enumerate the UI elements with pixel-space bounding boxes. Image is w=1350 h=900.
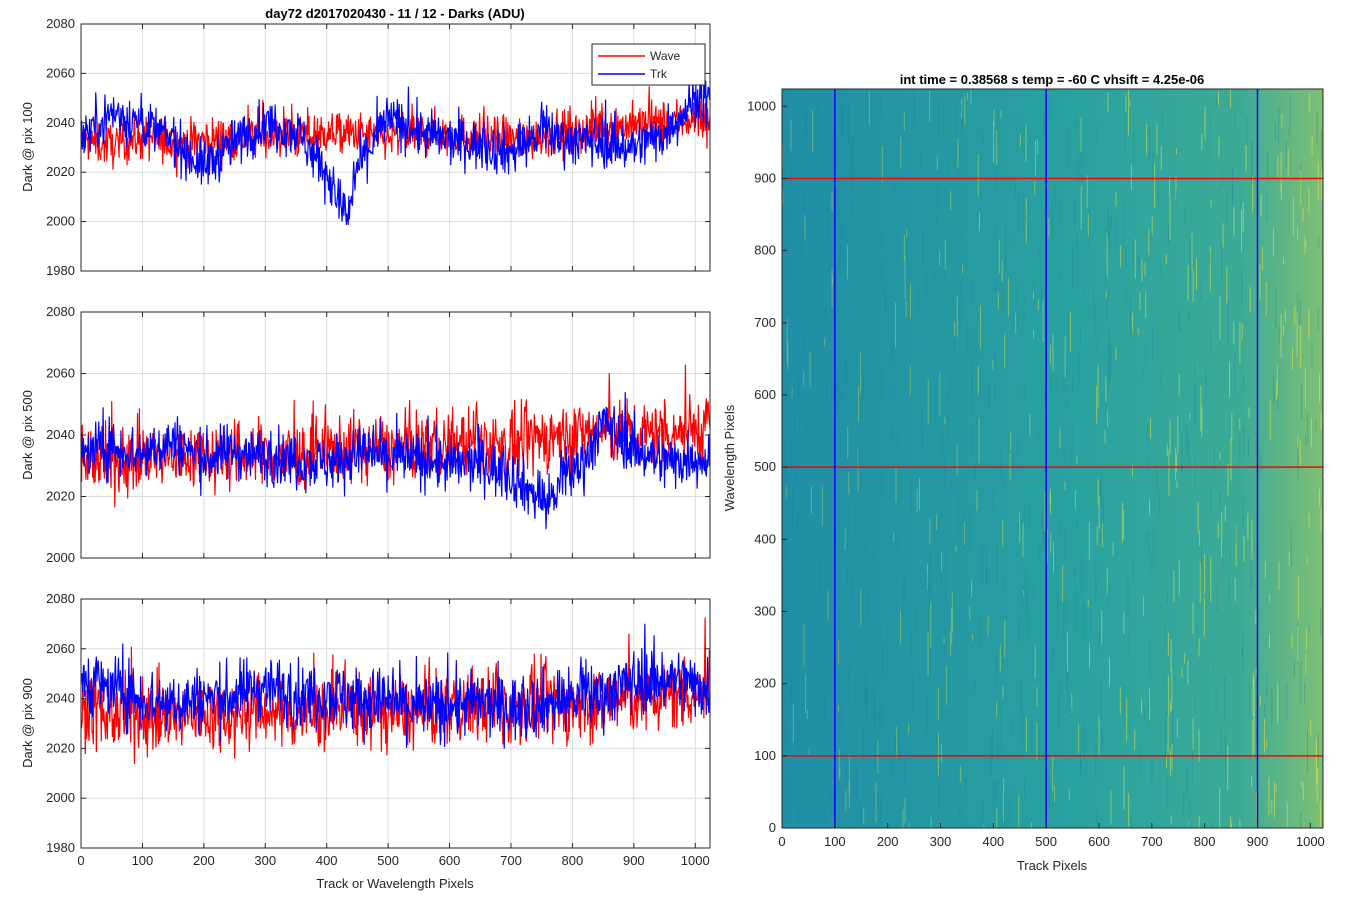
- x-tick-label: 1000: [1296, 834, 1325, 849]
- x-tick-label: 700: [1141, 834, 1163, 849]
- panel1-axes-box: [80, 23, 711, 272]
- panel1-ticks: 1980 2000 2020 2040 2060 2080: [46, 16, 710, 278]
- heatmap-texture: [781, 89, 1323, 828]
- x-tick-label: 0: [77, 853, 84, 868]
- x-tick-label: 600: [1088, 834, 1110, 849]
- y-tick-label: 2080: [46, 304, 75, 319]
- y-tick-label: 2020: [46, 489, 75, 504]
- heatmap-axes-box: [781, 88, 1324, 829]
- y-tick-label: 700: [754, 315, 776, 330]
- panel3-series: [81, 617, 710, 765]
- y-tick-label: 200: [754, 676, 776, 691]
- y-tick-label: 800: [754, 243, 776, 258]
- panel2-series: [81, 364, 710, 530]
- heatmap-markers: [782, 89, 1323, 828]
- y-tick-label: 2060: [46, 65, 75, 80]
- x-tick-label: 900: [623, 853, 645, 868]
- y-tick-label: 2040: [46, 427, 75, 442]
- y-tick-label: 400: [754, 531, 776, 546]
- panel1-series: [81, 79, 710, 226]
- y-tick-label: 2020: [46, 740, 75, 755]
- x-tick-label: 200: [193, 853, 215, 868]
- x-tick-label: 900: [1247, 834, 1269, 849]
- x-tick-label: 800: [1194, 834, 1216, 849]
- y-tick-label: 2060: [46, 641, 75, 656]
- legend-wave-label: Wave: [650, 49, 681, 63]
- x-tick-label: 800: [562, 853, 584, 868]
- x-tick-label: 600: [439, 853, 461, 868]
- figure-title: day72 d2017020430 - 11 / 12 - Darks (ADU…: [265, 6, 524, 21]
- x-tick-label: 400: [316, 853, 338, 868]
- legend-box: [591, 43, 706, 86]
- x-tick-label: 0: [778, 834, 785, 849]
- panel1-ylabel: Dark @ pix 100: [20, 102, 35, 192]
- x-tick-label: 500: [377, 853, 399, 868]
- heatmap-xlabel: Track Pixels: [1017, 858, 1088, 873]
- line-panel-1: day72 d2017020430 - 11 / 12 - Darks (ADU…: [20, 6, 711, 278]
- y-tick-label: 2040: [46, 115, 75, 130]
- y-tick-label: 600: [754, 387, 776, 402]
- y-tick-label: 2000: [46, 790, 75, 805]
- x-tick-label: 100: [824, 834, 846, 849]
- panel3-ylabel: Dark @ pix 900: [20, 678, 35, 768]
- panel3-ticks: 0 100 200 300 400 500 600 700 800 900 1000 1980 2000…: [46, 591, 710, 868]
- x-tick-label: 200: [877, 834, 899, 849]
- heatmap-ylabel: Wavelength Pixels: [722, 404, 737, 511]
- y-tick-label: 300: [754, 603, 776, 618]
- y-tick-label: 900: [754, 170, 776, 185]
- panel3-xlabel: Track or Wavelength Pixels: [316, 876, 474, 891]
- y-tick-label: 0: [769, 820, 776, 835]
- panel1-legend: Wave Trk: [591, 43, 706, 86]
- y-tick-label: 1980: [46, 263, 75, 278]
- line-panel-2: 2000 2020 2040 2060 2080 Dark @ pix 500: [20, 304, 711, 565]
- y-tick-label: 500: [754, 459, 776, 474]
- x-tick-label: 1000: [681, 853, 710, 868]
- y-tick-label: 2060: [46, 366, 75, 381]
- series-line-trk: [81, 623, 710, 749]
- x-tick-label: 500: [1035, 834, 1057, 849]
- y-tick-label: 2000: [46, 214, 75, 229]
- y-tick-label: 2000: [46, 550, 75, 565]
- heatmap-title: int time = 0.38568 s temp = -60 C vhsift…: [900, 72, 1205, 87]
- y-tick-label: 1000: [747, 98, 776, 113]
- series-line-trk: [81, 391, 710, 530]
- x-tick-label: 700: [500, 853, 522, 868]
- panel3-axes-box: [80, 598, 711, 849]
- x-tick-label: 300: [254, 853, 276, 868]
- x-tick-label: 400: [982, 834, 1004, 849]
- x-tick-label: 300: [930, 834, 952, 849]
- y-tick-label: 2020: [46, 164, 75, 179]
- legend-trk-label: Trk: [650, 67, 668, 81]
- panel2-grid: [81, 312, 710, 558]
- x-tick-label: 100: [132, 853, 154, 868]
- heatmap-image: [782, 89, 1323, 828]
- panel2-ticks: 2000 2020 2040 2060 2080: [46, 304, 710, 565]
- heatmap-panel: int time = 0.38568 s temp = -60 C vhsift…: [722, 72, 1325, 873]
- heatmap-ticks: 0 100 200 300 400 500 600 700 800 900 1000 0 100 200 3…: [747, 98, 1325, 849]
- y-tick-label: 1980: [46, 840, 75, 855]
- y-tick-label: 100: [754, 748, 776, 763]
- line-panel-3: 0 100 200 300 400 500 600 700 800 900 1000 1980 2000…: [20, 591, 711, 891]
- y-tick-label: 2040: [46, 691, 75, 706]
- y-tick-label: 2080: [46, 591, 75, 606]
- panel2-ylabel: Dark @ pix 500: [20, 390, 35, 480]
- series-line-trk: [81, 79, 710, 226]
- y-tick-label: 2080: [46, 16, 75, 31]
